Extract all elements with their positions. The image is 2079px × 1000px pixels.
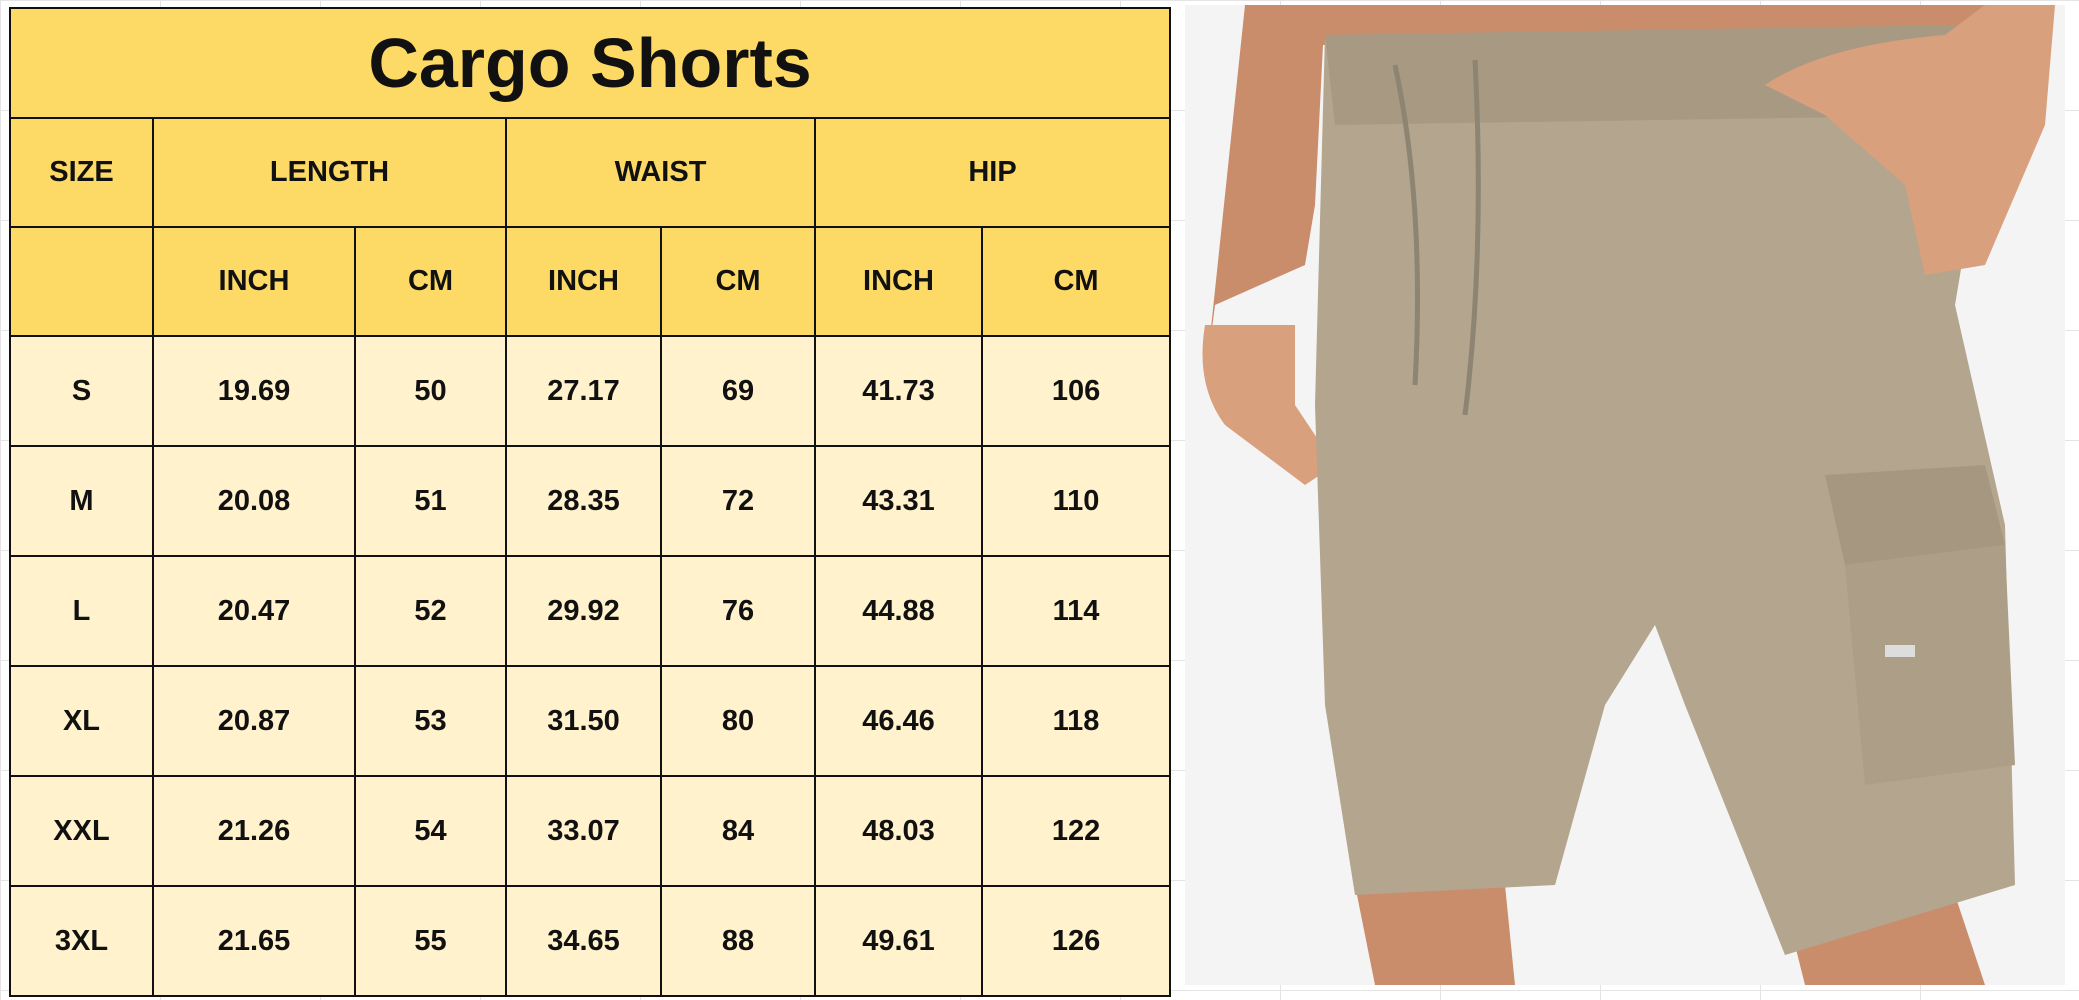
measurement-cell: 20.08 [152,445,356,557]
unit-header: INCH [505,226,662,337]
unit-header: CM [980,226,1172,337]
measurement-cell: 106 [980,335,1172,447]
measurement-cell: 20.47 [152,555,356,667]
size-cell: M [9,445,154,557]
measurement-cell: 76 [660,555,816,667]
measurement-cell: 69 [660,335,816,447]
measurement-cell: 72 [660,445,816,557]
size-cell: XXL [9,775,154,887]
measurement-cell: 54 [354,775,507,887]
measurement-cell: 44.88 [814,555,983,667]
header-length: LENGTH [152,117,507,228]
cargo-shorts-image [1185,5,2065,985]
table-row: M 20.08 51 28.35 72 43.31 110 [9,445,1172,557]
unit-header: INCH [814,226,983,337]
measurement-cell: 84 [660,775,816,887]
measurement-cell: 51 [354,445,507,557]
table-row: XL 20.87 53 31.50 80 46.46 118 [9,665,1172,777]
unit-header: CM [660,226,816,337]
table-row: S 19.69 50 27.17 69 41.73 106 [9,335,1172,447]
measurement-cell: 88 [660,885,816,997]
measurement-cell: 34.65 [505,885,662,997]
measurement-cell: 33.07 [505,775,662,887]
measurement-cell: 55 [354,885,507,997]
measurement-cell: 110 [980,445,1172,557]
size-cell: 3XL [9,885,154,997]
measurement-cell: 48.03 [814,775,983,887]
header-hip: HIP [813,117,1172,228]
measurement-cell: 53 [354,665,507,777]
measurement-cell: 28.35 [505,445,662,557]
measurement-cell: 31.50 [505,665,662,777]
unit-header: CM [354,226,507,337]
size-table: Cargo Shorts SIZE LENGTH WAIST HIP INCH … [8,7,1172,997]
measurement-cell: 43.31 [814,445,983,557]
product-photo [1185,5,2065,985]
measurement-cell: 41.73 [814,335,983,447]
header-blank [9,226,154,337]
measurement-cell: 19.69 [152,335,356,447]
measurement-cell: 21.65 [152,885,356,997]
measurement-cell: 50 [354,335,507,447]
chart-title: Cargo Shorts [8,7,1172,119]
size-cell: S [9,335,154,447]
header-waist: WAIST [505,117,816,228]
measurement-cell: 80 [660,665,816,777]
measurement-cell: 126 [980,885,1172,997]
measurement-cell: 114 [980,555,1172,667]
header-size: SIZE [9,117,154,228]
measurement-cell: 27.17 [505,335,662,447]
measurement-cell: 29.92 [505,555,662,667]
table-row: L 20.47 52 29.92 76 44.88 114 [9,555,1172,667]
measurement-cell: 46.46 [814,665,983,777]
table-row: XXL 21.26 54 33.07 84 48.03 122 [9,775,1172,887]
unit-header: INCH [152,226,356,337]
measurement-cell: 118 [980,665,1172,777]
measurement-cell: 20.87 [152,665,356,777]
table-row: 3XL 21.65 55 34.65 88 49.61 126 [9,885,1172,997]
size-cell: XL [9,665,154,777]
measurement-cell: 122 [980,775,1172,887]
size-cell: L [9,555,154,667]
measurement-cell: 21.26 [152,775,356,887]
measurement-cell: 49.61 [814,885,983,997]
measurement-cell: 52 [354,555,507,667]
size-chart: Cargo Shorts SIZE LENGTH WAIST HIP INCH … [8,7,1172,997]
